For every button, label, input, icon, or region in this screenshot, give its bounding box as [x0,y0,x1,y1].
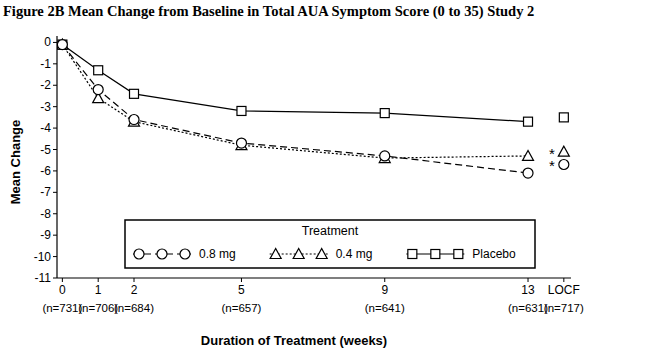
y-tick [53,213,57,214]
legend-marker [316,249,327,259]
legend-label: 0.4 mg [336,247,373,261]
legend-marker [157,249,167,259]
background [0,0,660,355]
x-tick-label: 2 [131,283,138,297]
y-tick-label: -2 [40,78,51,92]
data-point [236,138,246,148]
legend-marker [180,249,190,259]
data-point [380,109,389,118]
x-tick [563,278,564,282]
legend-marker [293,249,304,259]
y-tick [53,235,57,236]
data-point [524,117,533,126]
locf-point [558,146,569,156]
series-line [62,45,528,173]
legend-box [125,220,535,268]
legend-marker [431,250,440,259]
x-tick [384,278,385,282]
x-tick-label: 5 [238,283,245,297]
data-point [523,168,533,178]
data-point [94,66,103,75]
plot-area [57,39,569,178]
legend-title: Treatment [302,224,359,238]
y-tick-label: -11 [35,271,52,285]
y-tick [53,170,57,171]
x-tick [62,278,63,282]
y-tick-label: -6 [40,164,51,178]
data-point [57,39,68,49]
x-tick [528,278,529,282]
y-tick [53,256,57,257]
sample-size: (n=717) [544,302,584,314]
y-tick-label: -5 [40,143,51,157]
sample-size: (n=641) [365,302,405,314]
x-tick [134,278,135,282]
data-point [523,150,534,160]
x-tick-label: 1 [95,283,102,297]
legend-label: 0.8 mg [199,247,236,261]
sample-size: (n=706) [78,302,118,314]
legend-marker [134,249,144,259]
y-tick-label: -1 [40,57,51,71]
sample-size: (n=657) [221,302,261,314]
legend-marker [408,250,417,259]
y-tick-label: -4 [40,121,51,135]
y-tick-label: -7 [40,185,51,199]
x-tick-label: 9 [381,283,388,297]
x-tick [241,278,242,282]
x-tick-label: 13 [521,283,535,297]
data-point [237,106,246,115]
x-tick-label: 0 [59,283,66,297]
y-axis-title: Mean Change [8,120,23,205]
series-line [62,45,528,159]
chart: Figure 2B Mean Change from Baseline in T… [0,0,660,355]
y-tick-label: -3 [40,100,51,114]
series-line [62,45,528,122]
y-tick-label: -8 [40,207,51,221]
sample-size: (n=631) [508,302,548,314]
data-point [58,40,67,49]
y-tick [53,149,57,150]
x-tick-label: LOCF [548,283,580,297]
legend-marker [454,250,463,259]
y-tick [53,63,57,64]
data-point [93,85,103,95]
locf-point [559,113,568,122]
x-tick [98,278,99,282]
x-axis-title: Duration of Treatment (weeks) [201,333,387,348]
y-tick-label: -10 [34,250,52,264]
legend-marker [270,249,281,259]
sample-size: (n=684) [114,302,154,314]
legend: Treatment 0.8 mg 0.4 mg Placebo [125,220,535,268]
y-tick [53,106,57,107]
y-tick [53,192,57,193]
data-point [130,89,139,98]
data-point [380,151,390,161]
y-tick-label: -9 [40,228,51,242]
y-tick [53,85,57,86]
y-tick-label: 0 [44,35,51,49]
data-point [129,115,139,125]
significance-note: * [549,145,555,162]
data-point [57,40,67,50]
locf-point [559,159,569,169]
y-tick [53,278,57,279]
y-tick [53,128,57,129]
title: Figure 2B Mean Change from Baseline in T… [3,3,534,20]
y-axis [56,36,57,278]
y-tick [53,42,57,43]
legend-label: Placebo [472,247,516,261]
sample-size: (n=731) [42,302,82,314]
